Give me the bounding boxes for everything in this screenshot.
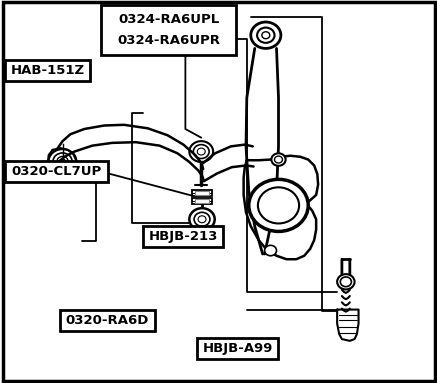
- Text: HAB-151Z: HAB-151Z: [11, 64, 85, 77]
- Ellipse shape: [249, 179, 308, 231]
- Text: 0320-CL7UP: 0320-CL7UP: [11, 165, 102, 178]
- Ellipse shape: [337, 274, 354, 290]
- Bar: [192, 198, 212, 204]
- FancyBboxPatch shape: [6, 60, 90, 81]
- Ellipse shape: [189, 208, 215, 231]
- Bar: [192, 190, 212, 196]
- FancyBboxPatch shape: [60, 310, 155, 331]
- Ellipse shape: [271, 153, 286, 166]
- Ellipse shape: [265, 246, 277, 256]
- Bar: [195, 199, 209, 203]
- Bar: [195, 191, 209, 195]
- Text: HBJB-213: HBJB-213: [149, 230, 218, 243]
- Text: 0324-RA6UPL: 0324-RA6UPL: [118, 13, 219, 26]
- Text: 0324-RA6UPR: 0324-RA6UPR: [118, 34, 220, 47]
- Text: 0320-RA6D: 0320-RA6D: [66, 314, 149, 327]
- FancyBboxPatch shape: [6, 161, 108, 182]
- FancyBboxPatch shape: [197, 338, 278, 359]
- FancyBboxPatch shape: [143, 226, 223, 247]
- FancyBboxPatch shape: [101, 5, 236, 55]
- Text: HBJB-A99: HBJB-A99: [202, 342, 273, 355]
